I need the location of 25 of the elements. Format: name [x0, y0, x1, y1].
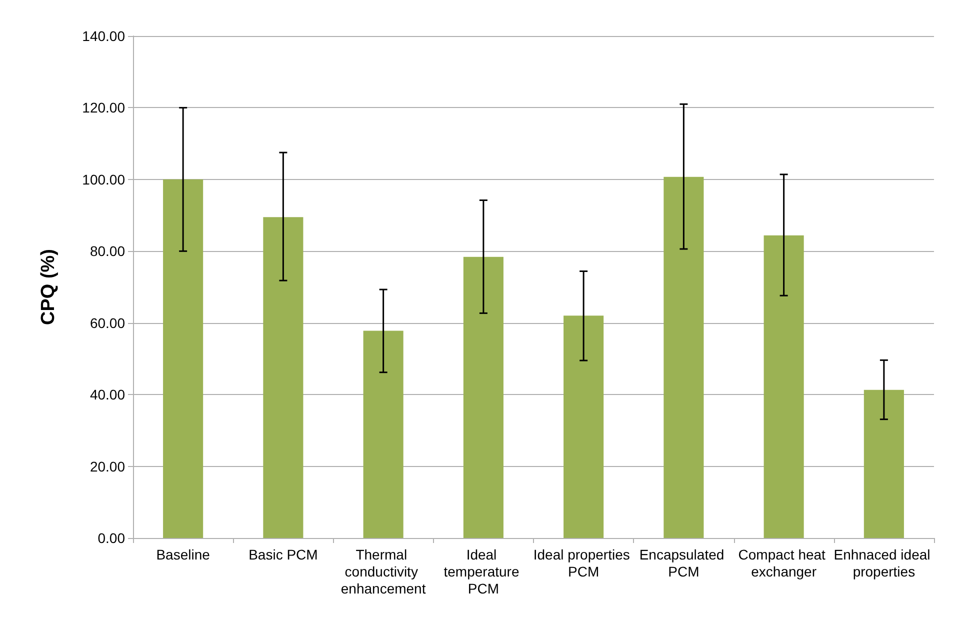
- bar: [664, 176, 704, 538]
- y-axis-title: CPQ (%): [38, 249, 59, 325]
- bar: [263, 217, 304, 538]
- x-tick-label: Ideal temperature PCM: [444, 546, 524, 596]
- bar: [363, 330, 404, 538]
- bar: [864, 390, 904, 538]
- y-tick-label: 0.00: [98, 530, 126, 546]
- bar: [463, 256, 504, 538]
- x-tick-label: Ideal properties PCM: [533, 546, 634, 580]
- bar: [564, 316, 604, 538]
- y-tick-label: 80.00: [90, 243, 126, 260]
- x-tick-label: Enhnaced ideal properties: [834, 546, 934, 580]
- y-tick-label: 100.00: [82, 171, 126, 188]
- x-tick-label: Thermal conductivity enhancement: [340, 546, 426, 596]
- x-tick-label: Encapsulated PCM: [639, 546, 728, 580]
- x-tick-label: Basic PCM: [248, 546, 318, 562]
- x-tick-label: Compact heat exchanger: [738, 546, 830, 580]
- x-tick-label: Baseline: [156, 546, 210, 562]
- bar: [163, 179, 204, 538]
- y-tick-label: 40.00: [90, 386, 126, 403]
- y-tick-label: 120.00: [82, 100, 126, 116]
- y-tick-label: 140.00: [82, 28, 126, 44]
- y-tick-label: 20.00: [90, 458, 126, 474]
- bar: [764, 235, 804, 538]
- y-tick-label: 60.00: [90, 314, 126, 331]
